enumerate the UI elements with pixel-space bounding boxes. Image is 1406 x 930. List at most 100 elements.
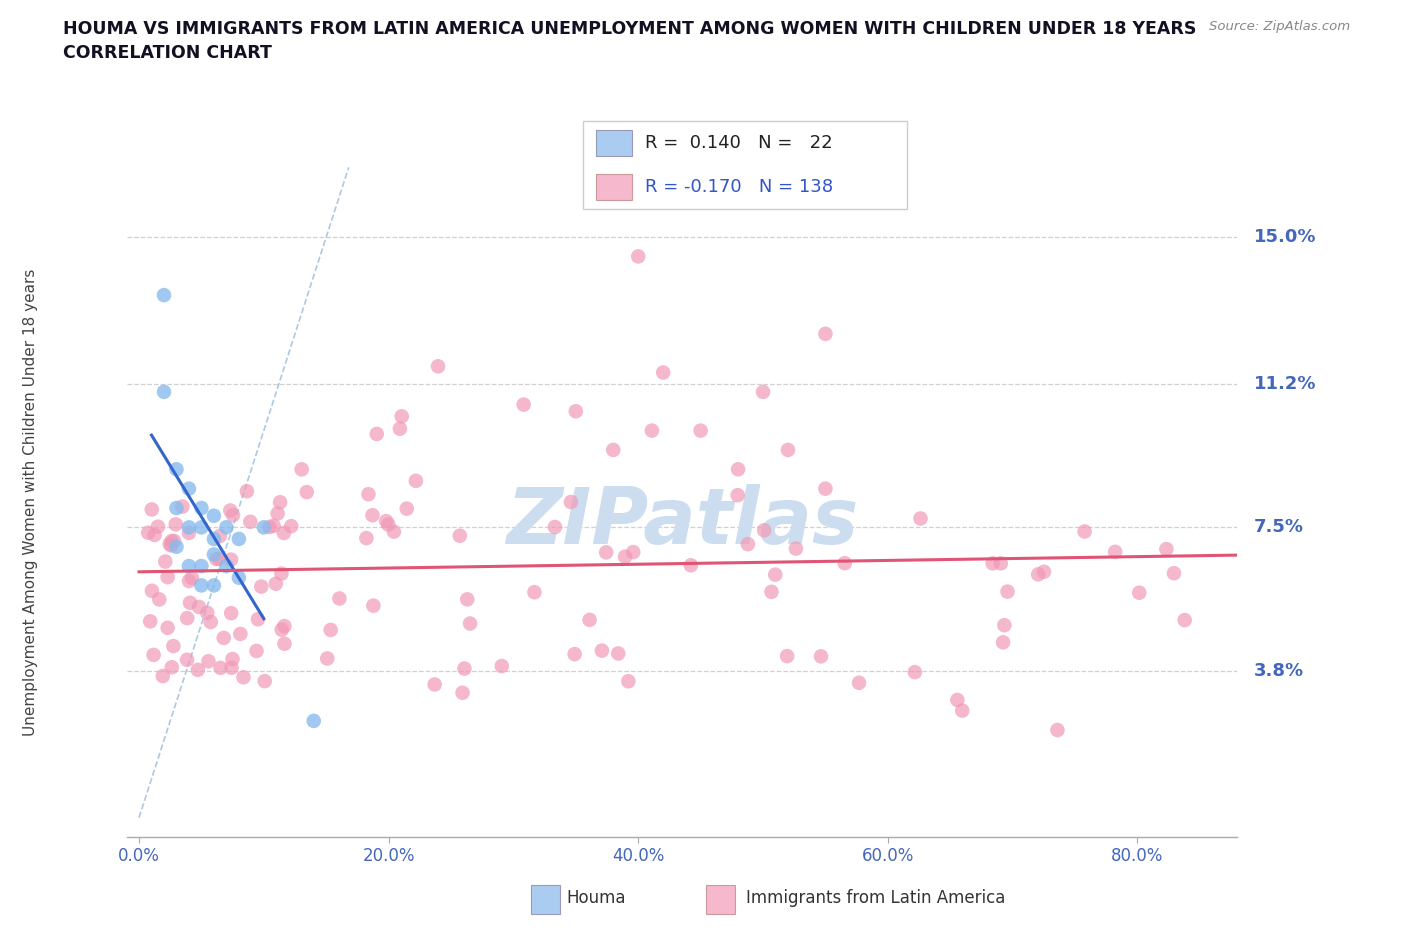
FancyBboxPatch shape <box>583 121 907 209</box>
Point <box>591 644 613 658</box>
Point <box>1128 585 1150 600</box>
Point <box>195 605 218 620</box>
FancyBboxPatch shape <box>596 174 633 201</box>
Point <box>245 644 267 658</box>
Point <box>1174 613 1197 628</box>
Point <box>689 423 711 438</box>
Point <box>166 500 188 515</box>
Point <box>814 481 837 496</box>
Point <box>153 287 176 302</box>
Text: Source: ZipAtlas.com: Source: ZipAtlas.com <box>1209 20 1350 33</box>
Point <box>375 513 398 528</box>
Point <box>578 613 600 628</box>
Point <box>177 481 200 496</box>
Point <box>377 517 399 532</box>
Point <box>491 658 513 673</box>
Point <box>181 570 204 585</box>
Point <box>236 484 259 498</box>
Point <box>139 614 162 629</box>
Point <box>177 574 200 589</box>
Point <box>219 605 242 620</box>
Point <box>316 651 339 666</box>
Point <box>776 648 799 663</box>
Point <box>273 525 295 540</box>
Point <box>602 443 624 458</box>
Text: HOUMA VS IMMIGRANTS FROM LATIN AMERICA UNEMPLOYMENT AMONG WOMEN WITH CHILDREN UN: HOUMA VS IMMIGRANTS FROM LATIN AMERICA U… <box>63 20 1197 38</box>
Point <box>302 713 325 728</box>
Text: 3.8%: 3.8% <box>1254 661 1305 680</box>
Text: ZIPatlas: ZIPatlas <box>506 485 858 560</box>
Point <box>162 639 184 654</box>
Point <box>155 554 177 569</box>
Point <box>456 591 478 606</box>
Point <box>1156 541 1178 556</box>
Point <box>141 583 163 598</box>
Point <box>209 660 232 675</box>
Text: CORRELATION CHART: CORRELATION CHART <box>63 44 273 61</box>
Point <box>981 556 1004 571</box>
Point <box>228 570 250 585</box>
Point <box>219 503 242 518</box>
Text: Houma: Houma <box>567 889 626 908</box>
Point <box>179 595 201 610</box>
Point <box>270 622 292 637</box>
Point <box>328 591 350 606</box>
Point <box>263 518 285 533</box>
Point <box>810 649 832 664</box>
Point <box>177 559 200 574</box>
Point <box>152 669 174 684</box>
Point <box>641 423 664 438</box>
Point <box>993 618 1015 632</box>
Point <box>197 654 219 669</box>
Point <box>614 550 637 565</box>
Point <box>280 519 302 534</box>
Point <box>361 508 384 523</box>
Point <box>232 670 254 684</box>
Point <box>595 545 617 560</box>
Point <box>228 532 250 547</box>
Point <box>291 462 314 477</box>
Point <box>617 674 640 689</box>
Point <box>319 622 342 637</box>
Point <box>761 584 783 599</box>
Point <box>176 611 198 626</box>
Point <box>405 473 427 488</box>
Point <box>990 556 1012 571</box>
Point <box>212 631 235 645</box>
Point <box>215 559 238 574</box>
Point <box>177 525 200 540</box>
Point <box>222 508 245 523</box>
Text: R = -0.170   N = 138: R = -0.170 N = 138 <box>645 179 834 196</box>
Point <box>205 551 228 566</box>
Point <box>727 487 749 502</box>
Point <box>246 612 269 627</box>
Point <box>250 579 273 594</box>
Point <box>834 556 856 571</box>
Point <box>727 462 749 477</box>
Point <box>266 506 288 521</box>
Point <box>165 517 187 532</box>
FancyBboxPatch shape <box>596 130 633 156</box>
Point <box>200 615 222 630</box>
Point <box>153 384 176 399</box>
Point <box>136 525 159 540</box>
Point <box>273 618 295 633</box>
Point <box>273 636 295 651</box>
Point <box>423 677 446 692</box>
Point <box>754 523 776 538</box>
Point <box>190 578 212 592</box>
Point <box>776 443 799 458</box>
Point <box>607 646 630 661</box>
Point <box>270 566 292 581</box>
Point <box>991 635 1014 650</box>
Point <box>449 528 471 543</box>
Text: R =  0.140   N =   22: R = 0.140 N = 22 <box>645 134 832 152</box>
Point <box>910 512 932 526</box>
Point <box>523 585 546 600</box>
Point <box>295 485 318 499</box>
Point <box>141 502 163 517</box>
Point <box>1033 565 1056 579</box>
Point <box>208 528 231 543</box>
Point <box>652 365 675 380</box>
Point <box>388 421 411 436</box>
